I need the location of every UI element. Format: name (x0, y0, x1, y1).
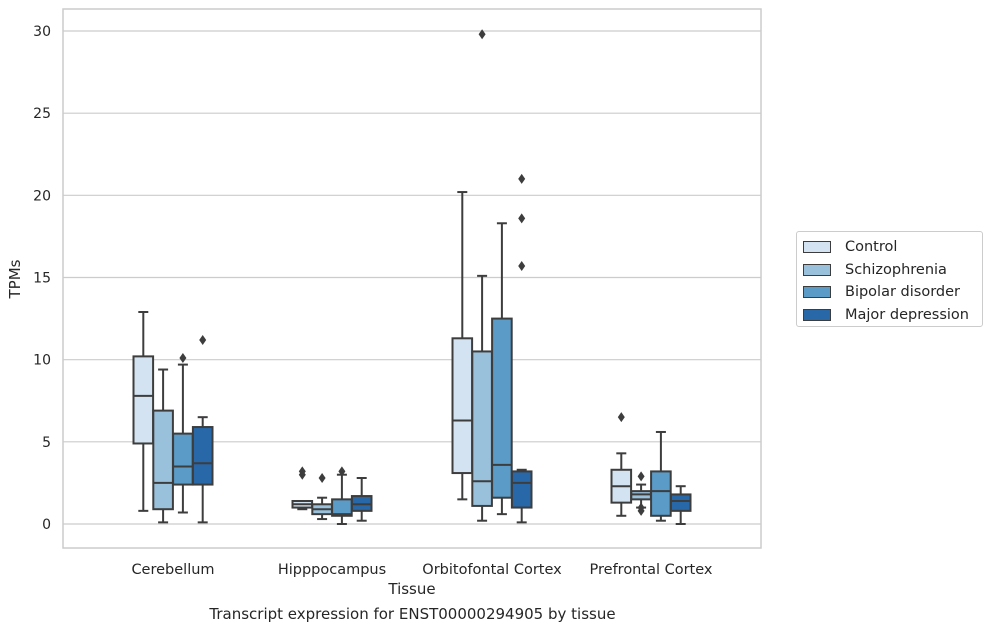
legend-label-major-depression: Major depression (845, 306, 969, 323)
box-elements (132, 29, 692, 525)
y-tick-label: 10 (33, 353, 51, 369)
x-tick-labels: Cerebellum Hipppocampus Orbitofontal Corte… (131, 562, 712, 578)
box-iqr (471, 350, 493, 507)
legend-item-control: Control (803, 236, 982, 259)
box-iqr (451, 337, 474, 475)
box-iqr (172, 432, 194, 486)
legend-item-schizophrenia: Schizophrenia (803, 259, 982, 282)
box-bipolar-disorder-0 (172, 353, 194, 514)
y-tick-label: 15 (33, 271, 51, 287)
outlier-point (338, 466, 346, 477)
box-bipolar-disorder-2 (491, 222, 513, 516)
box-major-depression-3 (669, 485, 692, 525)
y-tick-label: 20 (33, 188, 51, 204)
box-iqr (491, 317, 513, 499)
outlier-point (637, 502, 645, 513)
legend-label-control: Control (845, 239, 898, 256)
outlier-point (617, 412, 625, 423)
box-major-depression-2 (510, 173, 533, 524)
x-tick-label: Prefrontal Cortex (590, 562, 713, 578)
box-iqr (132, 355, 155, 445)
y-tick-label: 0 (42, 517, 51, 533)
box-control-2 (451, 191, 474, 501)
legend-item-bipolar-disorder: Bipolar disorder (803, 281, 982, 304)
x-tick-label: Hipppocampus (278, 562, 386, 578)
y-tick-label: 5 (42, 435, 51, 451)
legend-swatch-schizophrenia (803, 263, 831, 276)
legend-item-major-depression: Major depression (803, 304, 982, 327)
box-iqr (191, 426, 214, 486)
chart-caption: Transcript expression for ENST0000029490… (209, 605, 616, 623)
legend: Control Schizophrenia Bipolar disorder M… (796, 231, 983, 327)
outlier-point (179, 353, 187, 364)
x-axis-label: Tissue (387, 580, 435, 598)
box-control-3 (610, 412, 633, 517)
y-tick-labels: 0 5 10 15 20 25 30 (33, 24, 51, 533)
outlier-point (298, 466, 306, 477)
y-axis-label: TPMs (6, 259, 24, 299)
outlier-point (518, 260, 526, 271)
outlier-point (478, 29, 486, 40)
legend-swatch-major-depression (803, 308, 831, 321)
legend-label-bipolar-disorder: Bipolar disorder (845, 284, 960, 301)
y-tick-label: 25 (33, 106, 51, 122)
legend-swatch-control (803, 241, 831, 254)
box-iqr (669, 493, 692, 512)
x-tick-label: Cerebellum (131, 562, 214, 578)
outlier-point (199, 334, 207, 345)
box-schizophrenia-3 (630, 471, 652, 516)
x-tick-label: Orbitofontal Cortex (422, 562, 562, 578)
box-major-depression-0 (191, 334, 214, 524)
box-control-0 (132, 311, 155, 512)
box-iqr (510, 470, 533, 509)
box-iqr (650, 470, 672, 517)
y-tick-label: 30 (33, 24, 51, 40)
box-major-depression-1 (350, 476, 373, 522)
outlier-point (637, 471, 645, 482)
legend-label-schizophrenia: Schizophrenia (845, 261, 947, 278)
box-schizophrenia-0 (152, 368, 174, 524)
outlier-point (518, 173, 526, 184)
outlier-point (518, 213, 526, 224)
outlier-point (318, 472, 326, 483)
legend-swatch-bipolar-disorder (803, 286, 831, 299)
box-iqr (152, 409, 174, 511)
